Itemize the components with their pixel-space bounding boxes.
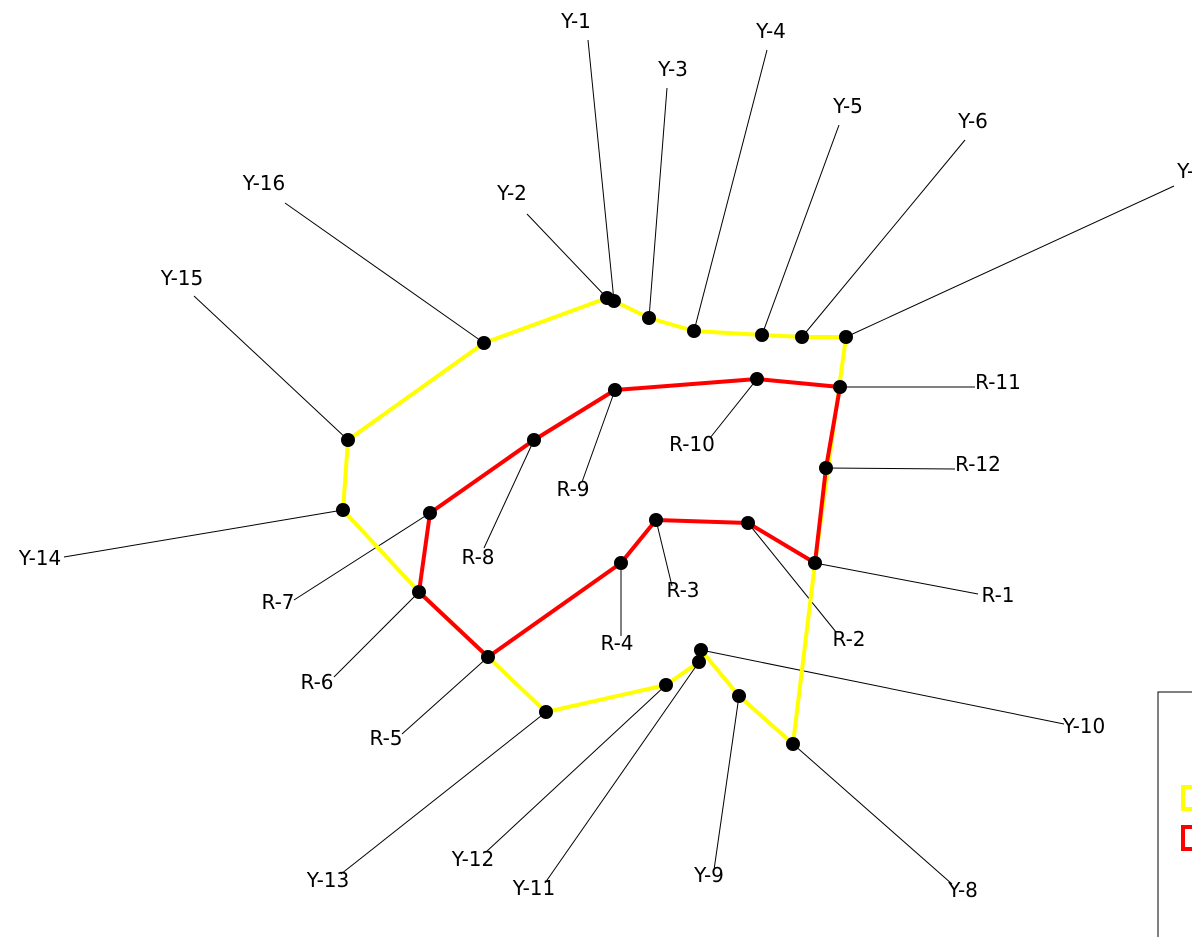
yellow-label-y-7: Y-7 bbox=[1176, 159, 1192, 183]
red-point-r-8 bbox=[527, 433, 541, 447]
yellow-leader-y-15 bbox=[193, 295, 349, 441]
red-leader-r-9 bbox=[581, 389, 616, 483]
yellow-point-y-5 bbox=[755, 328, 769, 342]
red-label-r-11: R-11 bbox=[975, 370, 1021, 394]
red-point-r-11 bbox=[833, 380, 847, 394]
red-label-r-2: R-2 bbox=[832, 627, 865, 651]
yellow-leader-y-9 bbox=[713, 695, 740, 871]
yellow-leader-y-12 bbox=[485, 684, 667, 853]
yellow-leader-y-13 bbox=[340, 711, 547, 875]
red-label-r-3: R-3 bbox=[666, 578, 699, 602]
legend bbox=[1157, 691, 1192, 937]
yellow-point-y-12 bbox=[659, 678, 673, 692]
yellow-leader-y-3 bbox=[648, 87, 668, 319]
red-label-r-9: R-9 bbox=[556, 477, 589, 501]
yellow-point-y-6 bbox=[795, 330, 809, 344]
yellow-leader-y-5 bbox=[761, 124, 840, 336]
yellow-point-y-9 bbox=[732, 689, 746, 703]
yellow-point-y-14 bbox=[336, 503, 350, 517]
red-label-r-12: R-12 bbox=[955, 452, 1001, 476]
yellow-point-y-11 bbox=[692, 655, 706, 669]
yellow-label-y-13: Y-13 bbox=[306, 868, 350, 892]
yellow-leader-y-14 bbox=[63, 509, 344, 558]
yellow-label-y-6: Y-6 bbox=[957, 109, 988, 133]
yellow-leader-y-8 bbox=[792, 743, 953, 885]
yellow-label-y-2: Y-2 bbox=[496, 181, 527, 205]
yellow-point-y-8 bbox=[786, 737, 800, 751]
red-label-r-1: R-1 bbox=[981, 583, 1014, 607]
red-leader-r-8 bbox=[483, 439, 535, 549]
red-point-r-1 bbox=[808, 556, 822, 570]
yellow-label-y-9: Y-9 bbox=[693, 863, 724, 887]
red-leader-r-12 bbox=[825, 467, 956, 470]
yellow-leader-y-7 bbox=[845, 185, 1175, 338]
legend-box bbox=[1157, 691, 1192, 937]
red-leader-r-5 bbox=[401, 656, 489, 735]
yellow-point-y-4 bbox=[687, 324, 701, 338]
yellow-label-y-12: Y-12 bbox=[451, 847, 495, 871]
red-point-r-3 bbox=[649, 513, 663, 527]
yellow-point-y-13 bbox=[539, 705, 553, 719]
leader-lines bbox=[63, 39, 1175, 885]
yellow-label-y-14: Y-14 bbox=[18, 546, 62, 570]
yellow-label-y-16: Y-16 bbox=[242, 171, 286, 195]
yellow-label-y-8: Y-8 bbox=[947, 878, 978, 902]
red-label-r-7: R-7 bbox=[261, 590, 294, 614]
red-leader-r-10 bbox=[709, 378, 758, 439]
yellow-leader-y-16 bbox=[284, 202, 485, 344]
red-label-r-5: R-5 bbox=[369, 726, 402, 750]
yellow-point-y-16 bbox=[477, 336, 491, 350]
yellow-route-line bbox=[341, 296, 848, 746]
yellow-leader-y-6 bbox=[801, 139, 966, 338]
red-label-r-4: R-4 bbox=[600, 631, 633, 655]
yellow-point-y-10 bbox=[694, 643, 708, 657]
yellow-point-y-3 bbox=[642, 311, 656, 325]
yellow-leader-y-2 bbox=[526, 213, 608, 299]
red-leader-r-1 bbox=[814, 562, 979, 595]
red-point-r-9 bbox=[608, 383, 622, 397]
legend-yellow-swatch bbox=[1181, 785, 1192, 811]
survey-points bbox=[336, 291, 853, 751]
red-point-r-5 bbox=[481, 650, 495, 664]
yellow-label-y-15: Y-15 bbox=[160, 266, 204, 290]
yellow-leader-y-1 bbox=[587, 39, 615, 302]
yellow-label-y-4: Y-4 bbox=[755, 19, 786, 43]
red-point-r-10 bbox=[750, 372, 764, 386]
yellow-label-y-5: Y-5 bbox=[832, 94, 863, 118]
yellow-leader-y-10 bbox=[700, 649, 1065, 725]
red-point-r-7 bbox=[423, 506, 437, 520]
red-leader-r-3 bbox=[655, 519, 673, 587]
yellow-label-y-1: Y-1 bbox=[560, 9, 591, 33]
yellow-point-y-2 bbox=[600, 291, 614, 305]
yellow-label-y-3: Y-3 bbox=[657, 57, 688, 81]
legend-red-swatch bbox=[1181, 825, 1192, 851]
point-labels: Y-1 Y-2 Y-3 Y-4 Y-5 Y-6 Y-7 Y-8 Y-9 Y-10 Y-11 Y-12 Y… bbox=[18, 9, 1192, 902]
yellow-leader-y-11 bbox=[544, 661, 700, 884]
yellow-point-y-7 bbox=[839, 330, 853, 344]
red-route-line bbox=[417, 377, 842, 659]
red-point-r-6 bbox=[412, 585, 426, 599]
yellow-leader-y-4 bbox=[693, 49, 768, 332]
yellow-point-y-15 bbox=[341, 433, 355, 447]
red-point-r-12 bbox=[819, 461, 833, 475]
yellow-label-y-10: Y-10 bbox=[1062, 714, 1106, 738]
red-label-r-8: R-8 bbox=[461, 545, 494, 569]
red-leader-r-2 bbox=[747, 522, 837, 633]
red-leader-r-6 bbox=[333, 591, 420, 678]
yellow-label-y-11: Y-11 bbox=[512, 876, 556, 900]
red-leader-r-7 bbox=[293, 512, 431, 601]
red-point-r-4 bbox=[614, 556, 628, 570]
red-label-r-6: R-6 bbox=[300, 670, 333, 694]
red-label-r-10: R-10 bbox=[669, 432, 715, 456]
red-point-r-2 bbox=[741, 516, 755, 530]
